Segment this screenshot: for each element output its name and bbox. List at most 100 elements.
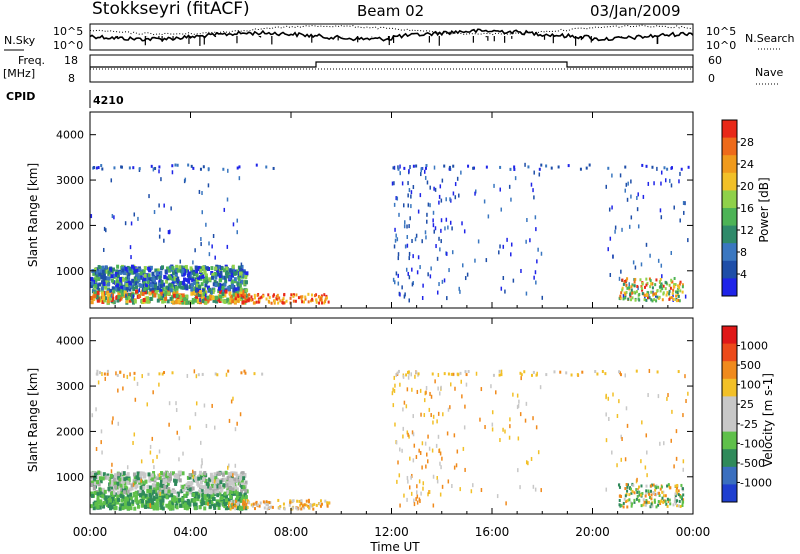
heatmap-cell <box>105 265 107 270</box>
heatmap-cell <box>323 293 326 297</box>
heatmap-cell <box>132 440 134 445</box>
heatmap-cell <box>165 484 169 489</box>
heatmap-cell <box>621 436 623 441</box>
heatmap-cell <box>122 490 126 495</box>
heatmap-cell <box>513 165 516 169</box>
cpid-label: CPID <box>6 90 35 103</box>
heatmap-cell <box>223 498 227 503</box>
heatmap-cell <box>409 456 411 461</box>
heatmap-cell <box>638 292 641 296</box>
heatmap-cell <box>120 491 124 496</box>
heatmap-cell <box>326 504 329 508</box>
heatmap-cell <box>192 469 194 474</box>
heatmap-cell <box>283 292 286 296</box>
heatmap-cell <box>411 267 413 272</box>
heatmap-cell <box>512 278 515 283</box>
heatmap-cell <box>218 283 222 288</box>
heatmap-cell <box>304 297 307 301</box>
heatmap-cell <box>653 498 656 502</box>
heatmap-cell <box>644 503 647 507</box>
heatmap-cell <box>422 481 425 486</box>
heatmap-cell <box>451 250 454 255</box>
heatmap-cell <box>219 270 223 275</box>
heatmap-cell <box>236 218 239 223</box>
heatmap-cell <box>663 441 665 446</box>
heatmap-cell <box>676 292 679 296</box>
heatmap-cell <box>541 295 544 300</box>
heatmap-cell <box>180 497 184 502</box>
heatmap-cell <box>244 371 247 375</box>
heatmap-cell <box>223 293 227 298</box>
heatmap-cell <box>115 279 119 284</box>
heatmap-cell <box>277 498 280 502</box>
heatmap-cell <box>646 473 648 478</box>
heatmap-cell <box>224 271 228 276</box>
heatmap-cell <box>244 480 248 485</box>
heatmap-cell <box>161 498 165 503</box>
heatmap-cell <box>99 502 103 507</box>
heatmap-cell <box>90 296 94 301</box>
heatmap-cell <box>194 248 196 253</box>
heatmap-cell <box>189 490 193 495</box>
heatmap-cell <box>404 292 406 297</box>
heatmap-cell <box>102 296 106 301</box>
heatmap-cell <box>214 490 216 495</box>
heatmap-cell <box>93 293 97 298</box>
heatmap-cell <box>266 507 269 511</box>
heatmap-cell <box>649 279 652 283</box>
heatmap-cell <box>480 488 483 493</box>
heatmap-cell <box>107 296 111 301</box>
heatmap-cell <box>324 297 327 301</box>
heatmap-cell <box>504 429 506 434</box>
heatmap-cell <box>391 181 394 186</box>
heatmap-cell <box>216 493 220 498</box>
heatmap-cell <box>147 503 151 508</box>
heatmap-cell <box>230 480 234 485</box>
heatmap-cell <box>232 473 234 478</box>
heatmap-cell <box>208 241 210 246</box>
heatmap-cell <box>312 507 315 511</box>
heatmap-cell <box>185 285 189 290</box>
heatmap-cell <box>654 488 657 492</box>
heatmap-cell <box>106 288 110 293</box>
heatmap-cell <box>154 268 158 273</box>
heatmap-cell <box>206 498 210 503</box>
heatmap-cell <box>612 254 614 259</box>
colorbar-tick-label: 12 <box>740 224 754 237</box>
heatmap-cell <box>425 464 427 469</box>
heatmap-cell <box>401 181 404 186</box>
heatmap-cell <box>181 485 185 490</box>
heatmap-cell <box>133 299 137 304</box>
heatmap-cell <box>648 368 651 373</box>
heatmap-cell <box>440 228 442 233</box>
heatmap-cell <box>673 285 676 289</box>
heatmap-cell <box>152 487 156 492</box>
heatmap-cell <box>438 236 440 241</box>
heatmap-cell <box>657 296 660 300</box>
heatmap-cell <box>174 479 178 484</box>
heatmap-cell <box>559 370 562 374</box>
heatmap-cell <box>231 486 235 491</box>
heatmap-cell <box>157 490 161 495</box>
heatmap-cell <box>618 276 621 281</box>
heatmap-cell <box>142 269 146 274</box>
heatmap-cell <box>402 203 405 208</box>
heatmap-cell <box>309 502 312 506</box>
heatmap-cell <box>464 467 466 472</box>
heatmap-cell <box>651 282 654 286</box>
heatmap-cell <box>109 480 113 485</box>
heatmap-cell <box>144 299 148 304</box>
heatmap-cell <box>682 498 685 502</box>
heatmap-cell <box>647 489 650 493</box>
heatmap-cell <box>620 503 623 507</box>
heatmap-cell <box>396 196 399 201</box>
heatmap-cell <box>150 504 154 509</box>
heatmap-cell <box>178 281 182 286</box>
heatmap-cell <box>226 197 229 202</box>
heatmap-cell <box>195 374 198 379</box>
heatmap-cell <box>459 289 461 294</box>
heatmap-cell <box>538 172 541 177</box>
heatmap-cell <box>200 487 204 492</box>
heatmap-cell <box>670 166 673 170</box>
